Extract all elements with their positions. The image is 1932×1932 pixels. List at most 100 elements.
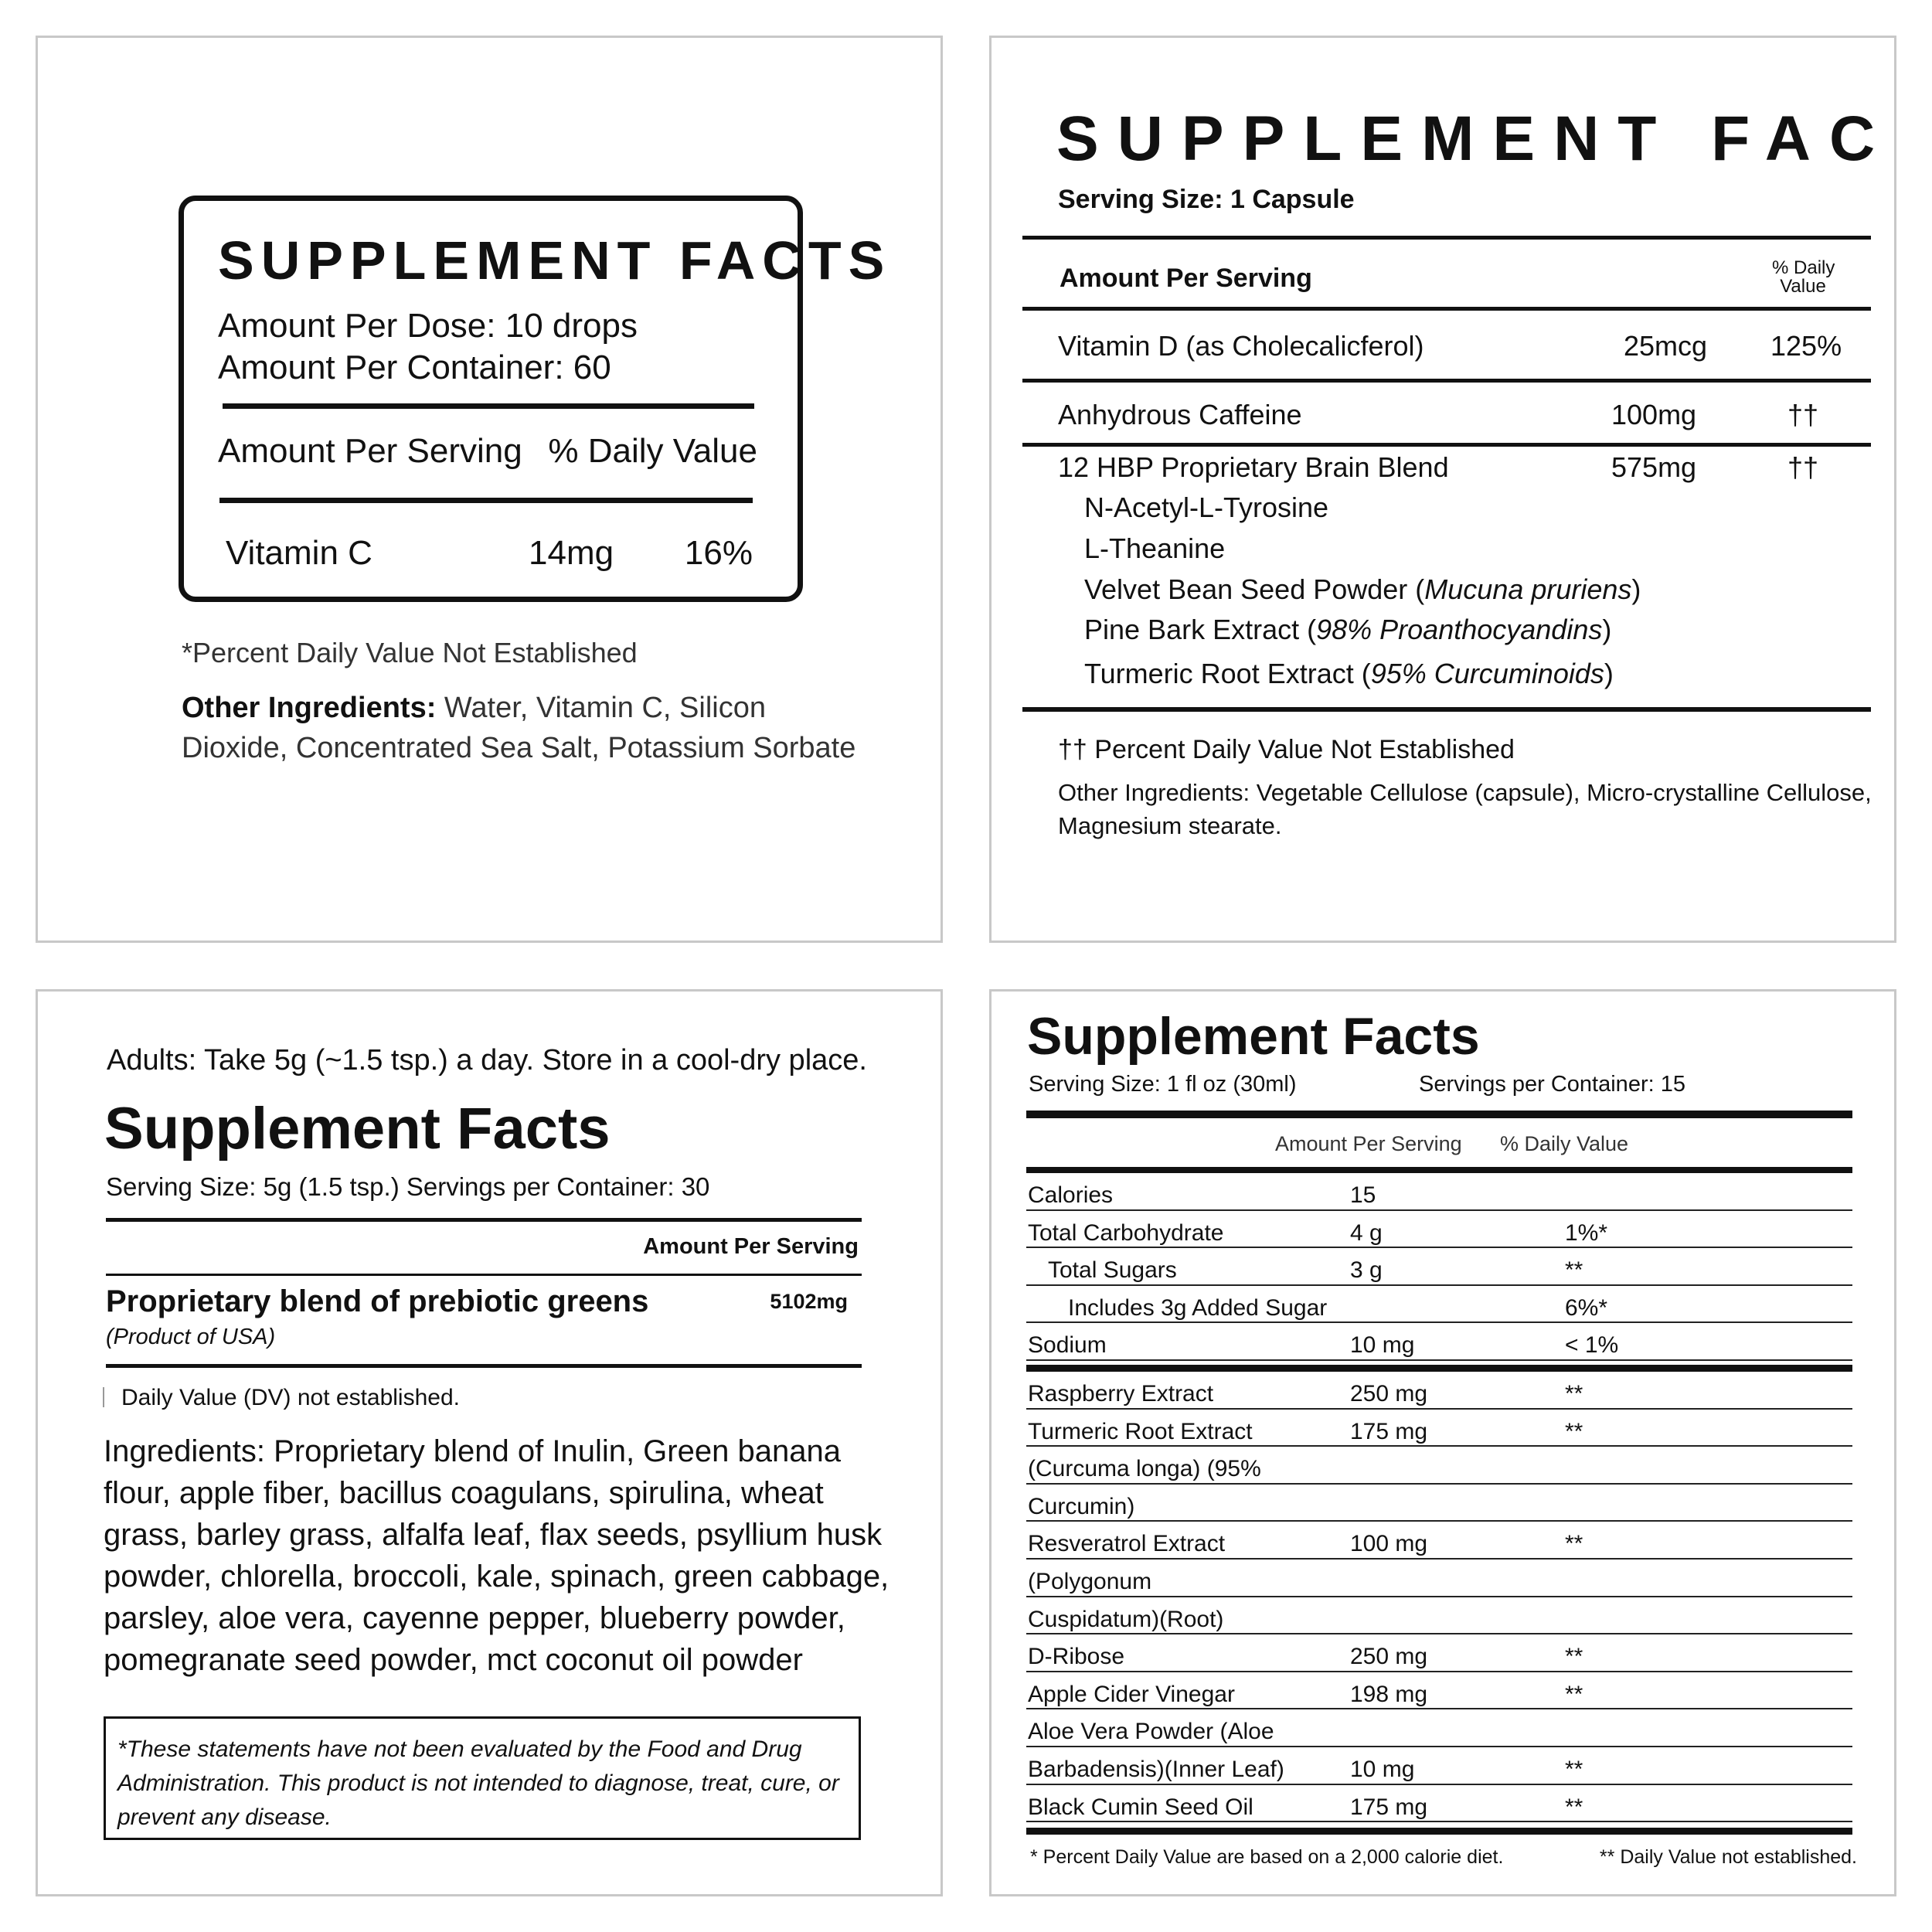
origin: (Product of USA)	[106, 1325, 276, 1349]
row-amount: 25mcg	[1624, 330, 1708, 362]
label-vitamin-c: SUPPLEMENT FACTS Amount Per Dose: 10 dro…	[36, 36, 943, 943]
header-dv: % Daily Value	[548, 432, 757, 470]
nutrient-row: Barbadensis)(Inner Leaf) 10 mg **	[1026, 1747, 1852, 1785]
nutrient-name: Includes 3g Added Sugar	[1068, 1294, 1328, 1321]
ingredients-line: grass, barley grass, alfalfa leaf, flax …	[104, 1518, 883, 1552]
header-dv: % Daily Value	[1772, 257, 1835, 297]
label-title: SUPPLEMENT FACTS	[218, 230, 892, 291]
other-ingredients-line2: Magnesium stearate.	[1058, 812, 1282, 839]
disclaimer-line: Administration. This product is not inte…	[117, 1770, 839, 1796]
nutrient-row: Calories 15	[1026, 1173, 1852, 1211]
divider	[1022, 707, 1871, 712]
serving-size: Serving Size: 1 fl oz (30ml)	[1029, 1072, 1297, 1097]
disclaimer-line: prevent any disease.	[117, 1804, 332, 1830]
label-title: Supplement Facts	[1027, 1007, 1480, 1066]
nutrient-name: Total Sugars	[1048, 1257, 1177, 1284]
dv-note: Daily Value (DV) not established.	[121, 1385, 460, 1410]
nutrient-dv: **	[1565, 1531, 1583, 1557]
ingredients-line: pomegranate seed powder, mct coconut oil…	[104, 1643, 803, 1677]
nutrient-row: Aloe Vera Powder (Aloe	[1026, 1709, 1852, 1747]
header-amount: Amount Per Serving	[218, 432, 522, 470]
blend-item: Pine Bark Extract (98% Proanthocyandins)	[1084, 614, 1612, 645]
nutrient-row: (Polygonum	[1026, 1560, 1852, 1597]
label-title: SUPPLEMENT FACTS	[1056, 104, 1894, 174]
nutrient-row: Curcumin)	[1026, 1485, 1852, 1522]
nutrient-dv: **	[1565, 1681, 1583, 1707]
nutrient-amount: 175 mg	[1350, 1794, 1428, 1820]
header-dv-line1: % Daily	[1772, 257, 1835, 278]
footnote: *Percent Daily Value Not Established	[182, 637, 638, 668]
nutrient-name: Curcumin)	[1028, 1493, 1135, 1519]
nutrient-amount: 10 mg	[1350, 1332, 1415, 1359]
footnote-right: ** Daily Value not established.	[1599, 1846, 1857, 1868]
nutrient-dv: **	[1565, 1257, 1583, 1284]
nutrient-row: Black Cumin Seed Oil 175 mg **	[1026, 1785, 1852, 1823]
row-dv: ††	[1787, 451, 1819, 483]
nutrient-name: Aloe Vera Powder (Aloe	[1028, 1719, 1274, 1745]
nutrient-amount: 4 g	[1350, 1219, 1383, 1246]
ingredients-line: parsley, aloe vera, cayenne pepper, blue…	[104, 1601, 845, 1635]
ingredients-line: flour, apple fiber, bacillus coagulans, …	[104, 1476, 824, 1510]
mark	[103, 1387, 104, 1407]
nutrient-name: Barbadensis)(Inner Leaf)	[1028, 1756, 1284, 1782]
label-liquid-supplement: Supplement Facts Serving Size: 1 fl oz (…	[989, 989, 1896, 1896]
label-brain-blend: SUPPLEMENT FACTS Serving Size: 1 Capsule…	[989, 36, 1896, 943]
ingredients-line: powder, chlorella, broccoli, kale, spina…	[104, 1560, 889, 1594]
servings-per-container: Servings per Container: 15	[1419, 1072, 1685, 1097]
other-ingredients: Other Ingredients: Vegetable Cellulose (…	[1058, 779, 1872, 806]
nutrient-amount: 10 mg	[1350, 1756, 1415, 1782]
footnote: †† Percent Daily Value Not Established	[1058, 735, 1515, 764]
nutrient-name: Calories	[1028, 1182, 1114, 1208]
nutrient-name: Apple Cider Vinegar	[1028, 1681, 1235, 1707]
nutrient-dv: **	[1565, 1794, 1583, 1820]
header-amount: Amount Per Serving	[1060, 264, 1312, 293]
divider	[106, 1218, 862, 1222]
header-dv-line2: Value	[1780, 276, 1826, 297]
divider	[1026, 1365, 1852, 1372]
other-text: Water, Vitamin C, Silicon	[436, 692, 766, 724]
nutrient-dv: < 1%	[1565, 1332, 1619, 1359]
divider	[1026, 1111, 1852, 1118]
nutrient-row: Total Carbohydrate 4 g 1%*	[1026, 1211, 1852, 1249]
blend-item: L-Theanine	[1084, 532, 1226, 564]
nutrient-name: (Curcuma longa) (95%	[1028, 1456, 1261, 1482]
nutrient-amount: 250 mg	[1350, 1381, 1428, 1406]
nutrient-amount: 100 mg	[1350, 1531, 1428, 1557]
other-label: Other Ingredients:	[182, 692, 437, 724]
divider	[1022, 236, 1871, 240]
nutrient-row: Cuspidatum)(Root)	[1026, 1597, 1852, 1635]
nutrient-amount: 14mg	[529, 534, 614, 572]
nutrient-amount: 175 mg	[1350, 1418, 1428, 1444]
divider	[106, 1364, 862, 1368]
row-amount: 100mg	[1611, 399, 1697, 430]
disclaimer-box: *These statements have not been evaluate…	[104, 1716, 861, 1840]
header-amount: Amount Per Serving	[643, 1234, 859, 1259]
row-name: 12 HBP Proprietary Brain Blend	[1058, 451, 1449, 483]
nutrient-row: D-Ribose 250 mg **	[1026, 1634, 1852, 1672]
divider	[106, 1274, 862, 1276]
divider	[219, 498, 753, 503]
nutrient-name: D-Ribose	[1028, 1644, 1125, 1670]
nutrient-row: (Curcuma longa) (95%	[1026, 1447, 1852, 1485]
nutrient-name: Vitamin C	[226, 534, 372, 572]
nutrient-row: Resveratrol Extract 100 mg **	[1026, 1522, 1852, 1560]
serving-size: Serving Size: 1 Capsule	[1058, 185, 1355, 214]
container-text: Amount Per Container: 60	[218, 349, 611, 386]
header-dv: % Daily Value	[1500, 1132, 1629, 1155]
nutrient-name: Cuspidatum)(Root)	[1028, 1606, 1224, 1632]
nutrient-table-bottom: Raspberry Extract 250 mg ** Turmeric Root E…	[1026, 1372, 1852, 1823]
nutrient-row: Sodium 10 mg < 1%	[1026, 1323, 1852, 1361]
ingredients: Ingredients: Proprietary blend of Inulin…	[104, 1430, 889, 1681]
nutrient-amount: 3 g	[1350, 1257, 1383, 1284]
nutrient-name: Sodium	[1028, 1332, 1107, 1359]
blend-name: Proprietary blend of prebiotic greens	[106, 1284, 649, 1318]
nutrient-name: Total Carbohydrate	[1028, 1219, 1224, 1246]
serving-size: Serving Size: 5g (1.5 tsp.) Servings per…	[106, 1172, 710, 1201]
divider	[1022, 443, 1871, 447]
nutrient-name: (Polygonum	[1028, 1568, 1152, 1594]
nutrient-name: Raspberry Extract	[1028, 1381, 1214, 1406]
other-ingredients-line2: Dioxide, Concentrated Sea Salt, Potassiu…	[182, 732, 856, 764]
nutrient-row: Apple Cider Vinegar 198 mg **	[1026, 1672, 1852, 1710]
nutrient-amount: 198 mg	[1350, 1681, 1428, 1707]
divider	[1026, 1828, 1852, 1835]
